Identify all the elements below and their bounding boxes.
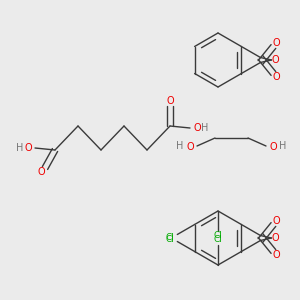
Text: H: H — [279, 141, 287, 151]
Text: O: O — [273, 71, 280, 82]
Text: O: O — [193, 123, 201, 133]
Text: H: H — [176, 141, 184, 151]
Text: Cl: Cl — [165, 235, 174, 244]
Text: O: O — [273, 250, 280, 260]
Text: H: H — [201, 123, 209, 133]
Text: Cl: Cl — [214, 236, 222, 244]
Text: O: O — [166, 96, 174, 106]
Text: Cl: Cl — [214, 232, 222, 241]
Text: O: O — [273, 217, 280, 226]
Text: O: O — [272, 233, 279, 243]
Text: O: O — [186, 142, 194, 152]
Text: O: O — [24, 143, 32, 153]
Text: O: O — [273, 38, 280, 49]
Text: H: H — [16, 143, 24, 153]
Text: O: O — [37, 167, 45, 177]
Text: O: O — [272, 55, 279, 65]
Text: Cl: Cl — [165, 232, 174, 242]
Text: O: O — [269, 142, 277, 152]
